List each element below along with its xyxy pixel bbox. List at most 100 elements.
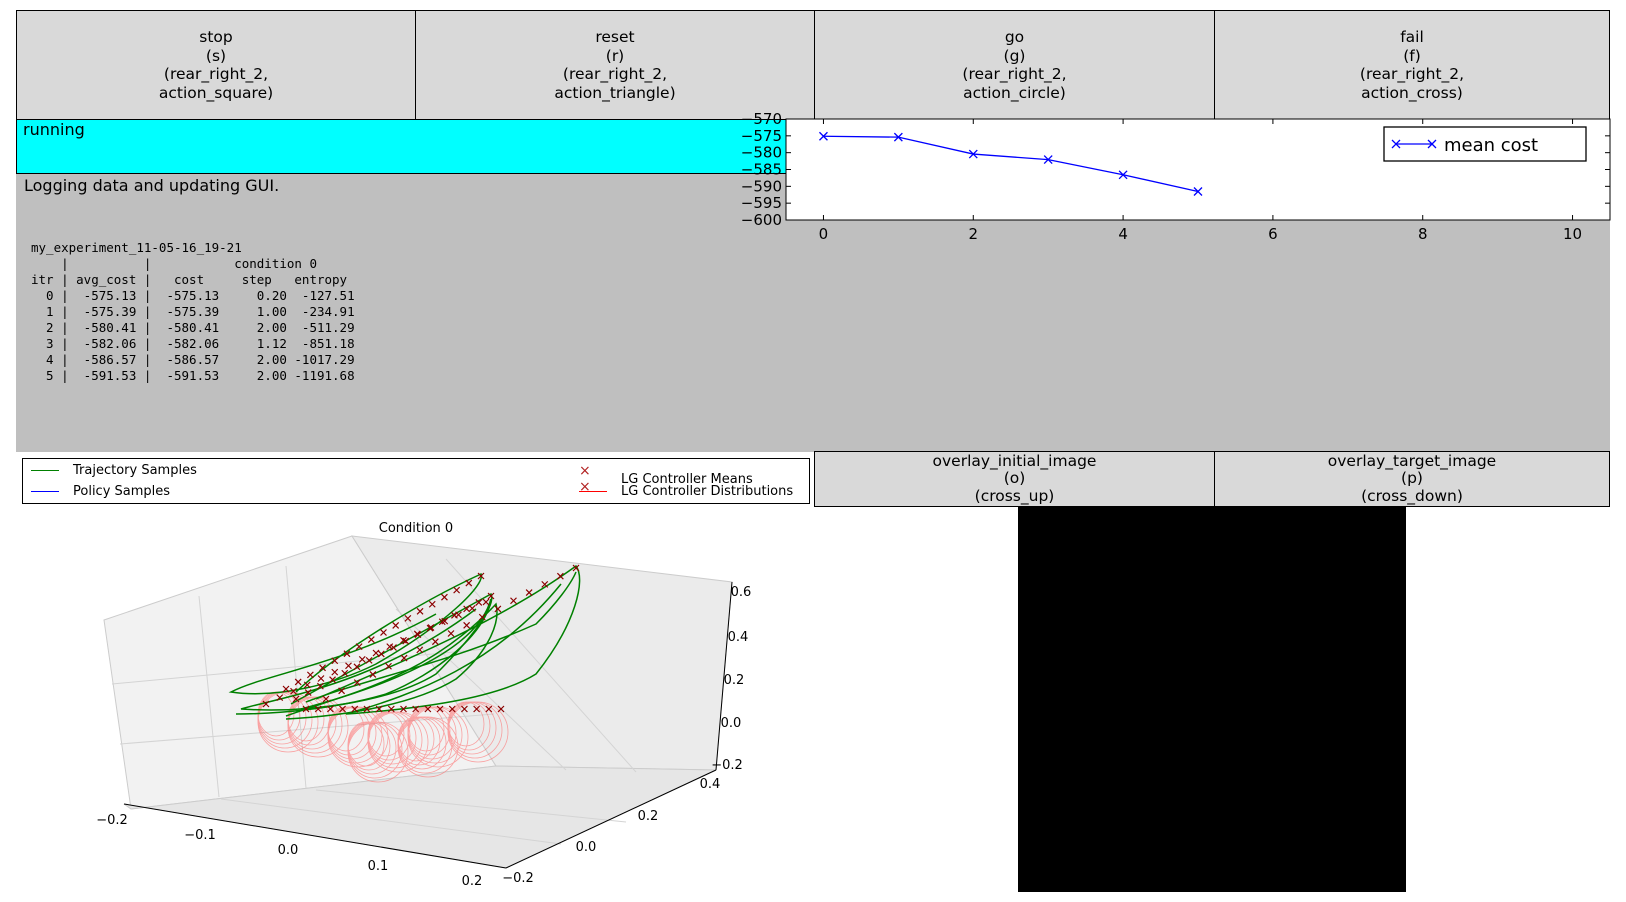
mean-cost-line (823, 135, 1199, 193)
y-tick: 0.4 (700, 777, 721, 792)
mean-marker (353, 663, 361, 671)
stop-button[interactable]: stop (s) (rear_right_2, action_square) (16, 10, 416, 120)
x-tick: −0.1 (184, 828, 216, 843)
distribution-ellipse (447, 701, 509, 763)
y-tick-label: −600 (741, 211, 782, 229)
reset-button[interactable]: reset (r) (rear_right_2, action_triangle… (415, 10, 815, 120)
mean-marker (282, 685, 290, 693)
mean-marker (326, 705, 334, 713)
mean-marker (400, 636, 407, 644)
trajectory-3d-svg: Condition 0 −0.2 −0.1 0.0 0.1 0.2 −0.2 0… (96, 521, 752, 889)
mean-marker (447, 630, 455, 637)
x-axis (123, 803, 507, 869)
log-row: 3 | -582.06 | -582.06 1.12 -851.18 (31, 336, 355, 351)
y-tick-label: −575 (741, 127, 782, 145)
log-header-2: itr | avg_cost | cost step entropy (31, 272, 348, 287)
y-tick-label: −590 (741, 177, 782, 195)
trajectory-sample (228, 573, 483, 695)
mean-marker (416, 646, 424, 654)
y-tick: −0.2 (502, 871, 534, 886)
mean-marker (365, 656, 373, 664)
blue-line-icon (31, 491, 59, 492)
mean-marker (478, 613, 486, 621)
trajectory-3d-plot: Condition 0 −0.2 −0.1 0.0 0.1 0.2 −0.2 0… (16, 504, 810, 902)
mean-marker (541, 580, 549, 588)
mean-marker (402, 637, 410, 645)
legend-distributions: LG Controller Distributions (579, 484, 793, 499)
mean-marker (372, 649, 380, 657)
distribution-ellipse (367, 711, 429, 773)
mean-marker (302, 705, 310, 713)
z-axis (715, 581, 733, 771)
mean-marker (292, 695, 300, 703)
overlay-initial-image-button[interactable]: overlay_initial_image (o) (cross_up) (814, 451, 1215, 507)
legend-means-label: LG Controller Means (621, 471, 753, 487)
mean-marker (377, 650, 385, 658)
go-button[interactable]: go (g) (rear_right_2, action_circle) (814, 10, 1215, 120)
mean-marker (525, 589, 533, 596)
mean-marker (339, 705, 346, 713)
x-tick-label: 2 (968, 225, 978, 243)
mean-marker (510, 597, 517, 605)
x-tick-label: 6 (1268, 225, 1278, 243)
mean-marker (385, 662, 392, 670)
mean-marker (441, 617, 449, 625)
x-tick: 0.1 (368, 859, 389, 874)
mean-cost-marker (968, 149, 978, 159)
mean-marker (386, 643, 394, 651)
x-tick-label: 4 (1118, 225, 1128, 243)
mean-cost-marker (1043, 155, 1053, 165)
mean-marker (461, 705, 468, 713)
mean-marker (424, 705, 432, 713)
mean-marker (341, 669, 349, 677)
mean-marker (367, 636, 375, 643)
mean-marker (345, 662, 352, 670)
mean-marker (468, 604, 476, 612)
mean-cost-svg: −570−575−580−585−590−595−600 0 2 4 6 8 10 mean … (741, 110, 1611, 243)
trajectory-sample (235, 598, 492, 715)
mean-marker (304, 689, 312, 696)
mean-marker (387, 705, 395, 713)
mean-marker (494, 605, 502, 613)
distribution-ellipse (397, 716, 459, 778)
mean-cost-chart: −570 −575 −580 −585 −590 −595 −600 0 2 4 6 8 10 mean … (741, 110, 1611, 243)
mean-cost-marker (893, 132, 903, 142)
log-row: 1 | -575.39 | -575.39 1.00 -234.91 (31, 304, 355, 319)
mean-marker (441, 593, 448, 601)
log-row: 2 | -580.41 | -580.41 2.00 -511.29 (31, 320, 355, 335)
mean-marker (363, 705, 371, 713)
mean-marker (375, 705, 383, 713)
y-tick: 0.2 (638, 809, 659, 824)
y-axis (505, 769, 717, 869)
x-tick-label: 10 (1563, 225, 1582, 243)
mean-marker (351, 705, 359, 713)
mean-marker (306, 671, 314, 679)
log-row: 4 | -586.57 | -586.57 2.00 -1017.29 (31, 352, 355, 367)
mean-marker (400, 654, 408, 662)
z-tick: 0.6 (731, 585, 752, 600)
z-tick: 0.2 (724, 673, 745, 688)
y-tick-label: −570 (741, 110, 782, 128)
mean-marker (482, 598, 490, 606)
camera-image (1018, 506, 1406, 892)
mean-marker (290, 687, 297, 695)
mean-marker (463, 605, 471, 613)
mean-marker (572, 564, 580, 572)
fail-button[interactable]: fail (f) (rear_right_2, action_cross) (1214, 10, 1610, 120)
mean-marker (369, 671, 377, 678)
overlay-target-image-button[interactable]: overlay_target_image (p) (cross_down) (1214, 451, 1610, 507)
mean-marker (448, 705, 456, 713)
mean-marker (338, 687, 346, 695)
controller-means (262, 564, 580, 713)
x-tick: −0.2 (96, 813, 128, 828)
log-header-1: | | condition 0 (31, 256, 317, 271)
mean-marker (331, 668, 339, 676)
mean-marker (314, 705, 322, 713)
mean-cost-marker (1118, 170, 1128, 180)
x-tick: 0.0 (278, 843, 299, 858)
mean-marker (392, 622, 400, 629)
mean-marker (485, 705, 493, 713)
log-row: 5 | -591.53 | -591.53 2.00 -1191.68 (31, 368, 355, 383)
mean-marker (329, 676, 336, 684)
controller-distributions (257, 691, 509, 783)
